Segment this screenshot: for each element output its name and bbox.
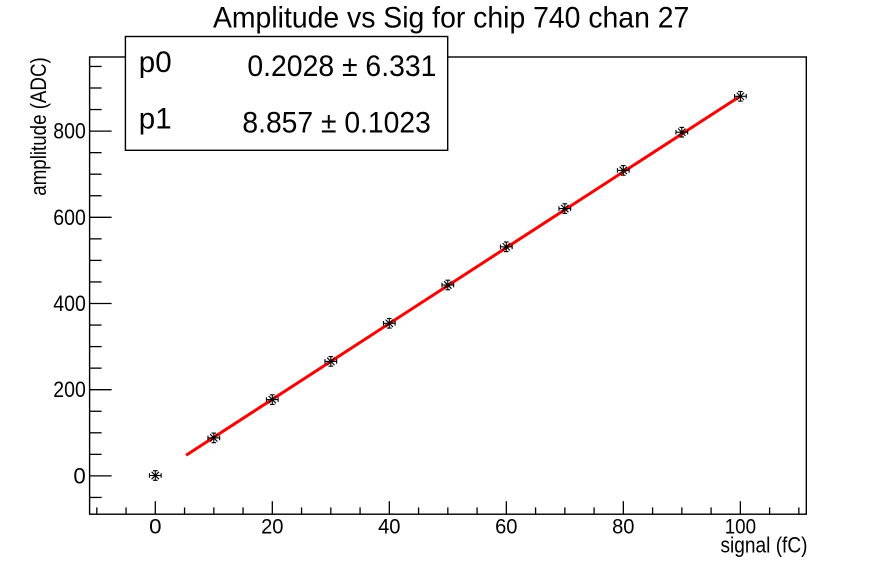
- svg-text:20: 20: [261, 516, 283, 539]
- svg-text:Amplitude vs Sig for chip 740: Amplitude vs Sig for chip 740 chan 27: [213, 2, 689, 35]
- svg-text:800: 800: [53, 119, 86, 144]
- svg-text:p1: p1: [139, 103, 172, 136]
- svg-text:200: 200: [53, 377, 86, 402]
- svg-text:0: 0: [149, 516, 161, 539]
- svg-text:p0: p0: [139, 46, 172, 79]
- svg-text:0.2028 ± 6.331: 0.2028 ± 6.331: [247, 50, 436, 83]
- svg-text:amplitude (ADC): amplitude (ADC): [26, 57, 51, 195]
- svg-text:100: 100: [725, 516, 756, 539]
- svg-text:40: 40: [378, 516, 400, 539]
- svg-text:0: 0: [73, 463, 85, 488]
- svg-text:400: 400: [53, 291, 86, 316]
- svg-text:signal (fC): signal (fC): [721, 533, 808, 558]
- svg-text:80: 80: [612, 516, 634, 539]
- svg-text:8.857 ± 0.1023: 8.857 ± 0.1023: [242, 106, 430, 139]
- svg-text:60: 60: [495, 516, 517, 539]
- svg-text:600: 600: [53, 205, 86, 230]
